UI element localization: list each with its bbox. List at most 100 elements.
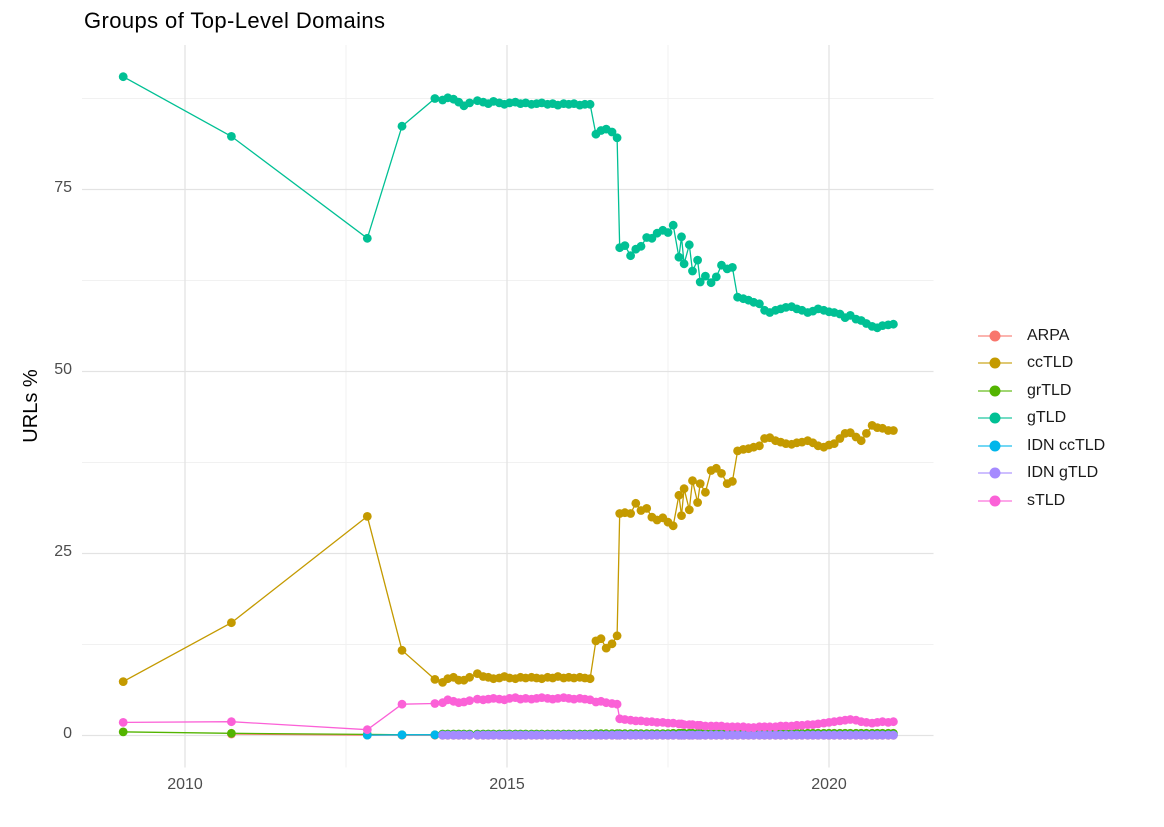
legend-item-stld: sTLD [976,487,1105,515]
data-point [118,727,128,737]
data-point [118,718,128,727]
data-point [688,476,697,486]
data-point [612,631,622,641]
data-point [674,252,684,262]
data-point [677,232,686,242]
data-point [227,618,236,628]
data-point [362,725,372,735]
y-tick-0: 0 [63,725,72,742]
data-point [728,477,737,486]
data-point [397,121,407,131]
series-stld [118,693,898,735]
data-point [679,484,689,494]
legend-key-icon [978,495,1012,507]
data-point [397,699,407,709]
data-point [465,98,474,108]
data-point [465,730,474,740]
x-tick-2015: 2015 [489,776,525,793]
y-axis-title: URLs % [20,369,42,443]
legend-key-icon [978,357,1012,369]
data-point [585,99,595,109]
data-point [701,487,710,497]
data-point [889,426,898,435]
series-gtld [118,72,898,333]
legend-item-label: gTLD [1027,409,1067,427]
data-point [668,220,678,230]
legend-key-icon [978,385,1012,397]
data-point [430,730,440,740]
data-point [856,436,866,446]
data-point [607,639,617,649]
data-point [612,133,622,143]
data-point [585,674,595,684]
data-point [755,441,764,451]
series-idn-gtld [438,730,898,740]
y-tick-50: 50 [54,361,72,378]
data-point [889,319,898,329]
data-point [636,241,646,251]
data-point [465,696,474,705]
data-point [596,634,606,644]
legend-key-icon [978,440,1012,452]
legend: ARPA ccTLD grTLD gTLD IDN ccTLD IDN gTLD… [976,322,1105,515]
data-point [626,251,635,261]
data-point [674,490,684,500]
legend-key-icon [978,412,1012,424]
x-tick-2020: 2020 [811,776,847,793]
data-point [693,255,702,265]
series-cctld [118,421,898,687]
data-point [227,728,236,738]
legend-item-label: ccTLD [1027,354,1074,372]
data-point [755,299,764,309]
legend-item-idn-gtld: IDN gTLD [976,460,1105,488]
data-point [362,512,372,521]
x-tick-2010: 2010 [167,776,203,793]
data-point [711,272,721,282]
data-point [227,132,236,141]
legend-item-label: IDN gTLD [1027,464,1099,482]
data-point [465,672,474,682]
data-point [889,730,898,740]
legend-item-label: ARPA [1027,326,1070,344]
data-point [118,677,128,686]
data-point [706,278,716,288]
data-point [430,675,440,684]
data-point [677,511,686,520]
data-point [118,72,128,82]
data-point [430,699,440,708]
legend-key-icon [978,467,1012,479]
data-point [642,504,652,513]
data-point [631,498,641,508]
data-point [397,730,407,740]
data-point [663,228,673,237]
data-point [620,241,630,251]
data-point [717,469,726,478]
data-point [227,717,236,727]
data-point [607,127,617,137]
data-point [626,509,635,518]
data-point [693,498,702,507]
data-point [668,521,678,531]
data-point [397,645,407,655]
legend-key-icon [978,330,1012,342]
data-point [829,439,839,448]
legend-item-arpa: ARPA [976,322,1105,350]
data-point [684,505,694,515]
data-point [695,277,705,287]
data-point [701,271,710,281]
gridlines-major [82,45,934,768]
data-point [612,699,622,709]
gridlines-minor [82,45,934,768]
legend-item-idn-cctld: IDN ccTLD [976,432,1105,460]
data-point [688,266,697,276]
data-point [362,233,372,243]
data-point [862,429,871,438]
legend-item-label: IDN ccTLD [1027,436,1106,454]
data-point [889,717,898,727]
legend-item-gtld: gTLD [976,405,1105,433]
legend-item-label: grTLD [1027,381,1072,399]
data-point [679,259,689,269]
series-line-gtld [122,76,894,329]
